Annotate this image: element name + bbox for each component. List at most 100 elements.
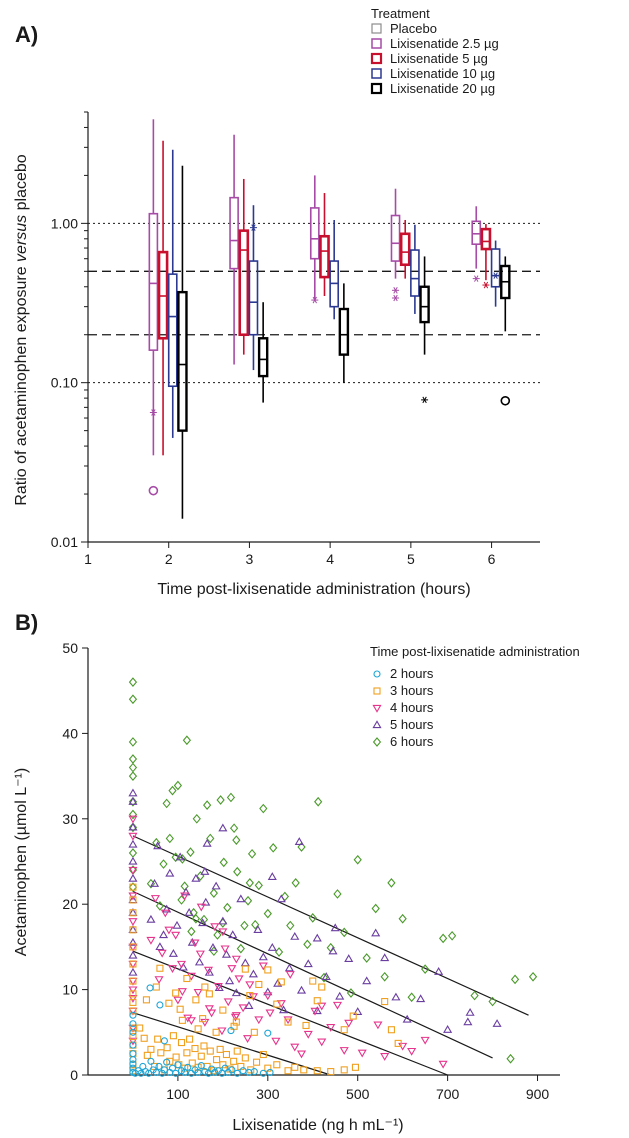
x-tick-label: 3 (246, 551, 254, 567)
data-point (233, 866, 242, 877)
data-point (218, 928, 228, 937)
box (338, 307, 350, 356)
data-point (312, 1006, 322, 1015)
legend-swatch (371, 38, 382, 49)
data-point (231, 988, 241, 997)
data-point (226, 792, 236, 803)
data-point (156, 1001, 164, 1009)
data-point (184, 1063, 192, 1071)
data-point (296, 985, 307, 994)
data-point (439, 933, 448, 944)
data-point (187, 937, 197, 946)
data-point (190, 939, 200, 948)
data-point (129, 1020, 137, 1028)
data-point (219, 857, 228, 868)
data-point (202, 838, 212, 847)
outlier-star-stroke (393, 294, 398, 302)
box (148, 212, 159, 351)
legend-swatch (371, 23, 382, 34)
box-plot (257, 302, 269, 403)
data-point (171, 931, 181, 940)
outlier-star-stroke (151, 409, 156, 416)
data-point (284, 963, 294, 972)
box-plot (229, 134, 239, 365)
data-point (230, 1057, 238, 1065)
data-point (136, 1024, 144, 1032)
data-point (128, 815, 138, 824)
data-point (269, 842, 278, 853)
data-point (129, 990, 137, 998)
data-point (231, 955, 241, 964)
box (410, 249, 420, 297)
data-point (318, 983, 326, 991)
data-point (528, 971, 538, 982)
data-point (160, 1037, 168, 1045)
box (157, 250, 169, 340)
data-point (274, 947, 284, 957)
data-point (326, 1024, 336, 1032)
data-point (195, 950, 205, 959)
box (471, 220, 482, 245)
box (419, 285, 430, 324)
data-point (212, 1028, 220, 1036)
data-point (166, 1057, 174, 1065)
data-point (230, 1022, 238, 1030)
box-plot (238, 178, 250, 355)
data-point (229, 823, 239, 834)
data-point (283, 1016, 293, 1025)
data-point (346, 988, 356, 998)
data-point (291, 878, 300, 888)
data-point (129, 1041, 137, 1049)
data-point (197, 1052, 205, 1060)
data-point (221, 949, 232, 958)
data-point (128, 694, 138, 705)
data-point (300, 1066, 308, 1074)
data-point (263, 908, 272, 919)
data-point (180, 881, 189, 892)
data-point (128, 986, 138, 995)
regression-line (132, 950, 448, 1076)
data-point (243, 895, 253, 906)
data-point (154, 976, 164, 985)
data-point (128, 866, 138, 875)
data-point (129, 883, 137, 891)
data-point (206, 833, 215, 844)
outlier-star (392, 294, 400, 302)
data-point (173, 780, 183, 791)
data-point (294, 837, 304, 846)
data-point (255, 980, 263, 989)
data-point (178, 1016, 186, 1024)
data-point (208, 943, 218, 951)
panel-b-legend-title: Time post-lixisenatide administration (370, 644, 580, 659)
data-point (243, 1035, 253, 1043)
data-point (129, 943, 137, 951)
data-point (309, 977, 317, 985)
legend-label: 2 hours (390, 666, 434, 681)
data-point (258, 952, 268, 961)
data-point (234, 975, 244, 984)
data-point (128, 788, 138, 797)
data-point (162, 904, 172, 913)
data-point (228, 930, 238, 939)
data-point (362, 953, 371, 963)
legend-label: Lixisenatide 5 µg (390, 51, 488, 66)
data-point (254, 1016, 264, 1025)
data-point (181, 887, 191, 896)
data-point (470, 990, 479, 1001)
data-point (129, 1033, 137, 1041)
outlier-star-stroke (483, 281, 489, 289)
data-point (245, 981, 255, 990)
data-point (203, 966, 214, 975)
data-point (332, 1001, 343, 1010)
data-point (129, 896, 137, 904)
data-point (211, 881, 221, 890)
box (229, 196, 239, 270)
data-point (273, 1000, 281, 1008)
outlier-star-stroke (251, 224, 256, 231)
data-point (250, 1028, 258, 1036)
x-tick-label: 2 (165, 551, 173, 567)
panel-b-axes: 0 10 20 30 40 50 100 300 500 700 900 (62, 640, 560, 1102)
y-tick-label: 30 (62, 811, 78, 827)
data-point (244, 1001, 254, 1009)
data-point (438, 1060, 448, 1069)
